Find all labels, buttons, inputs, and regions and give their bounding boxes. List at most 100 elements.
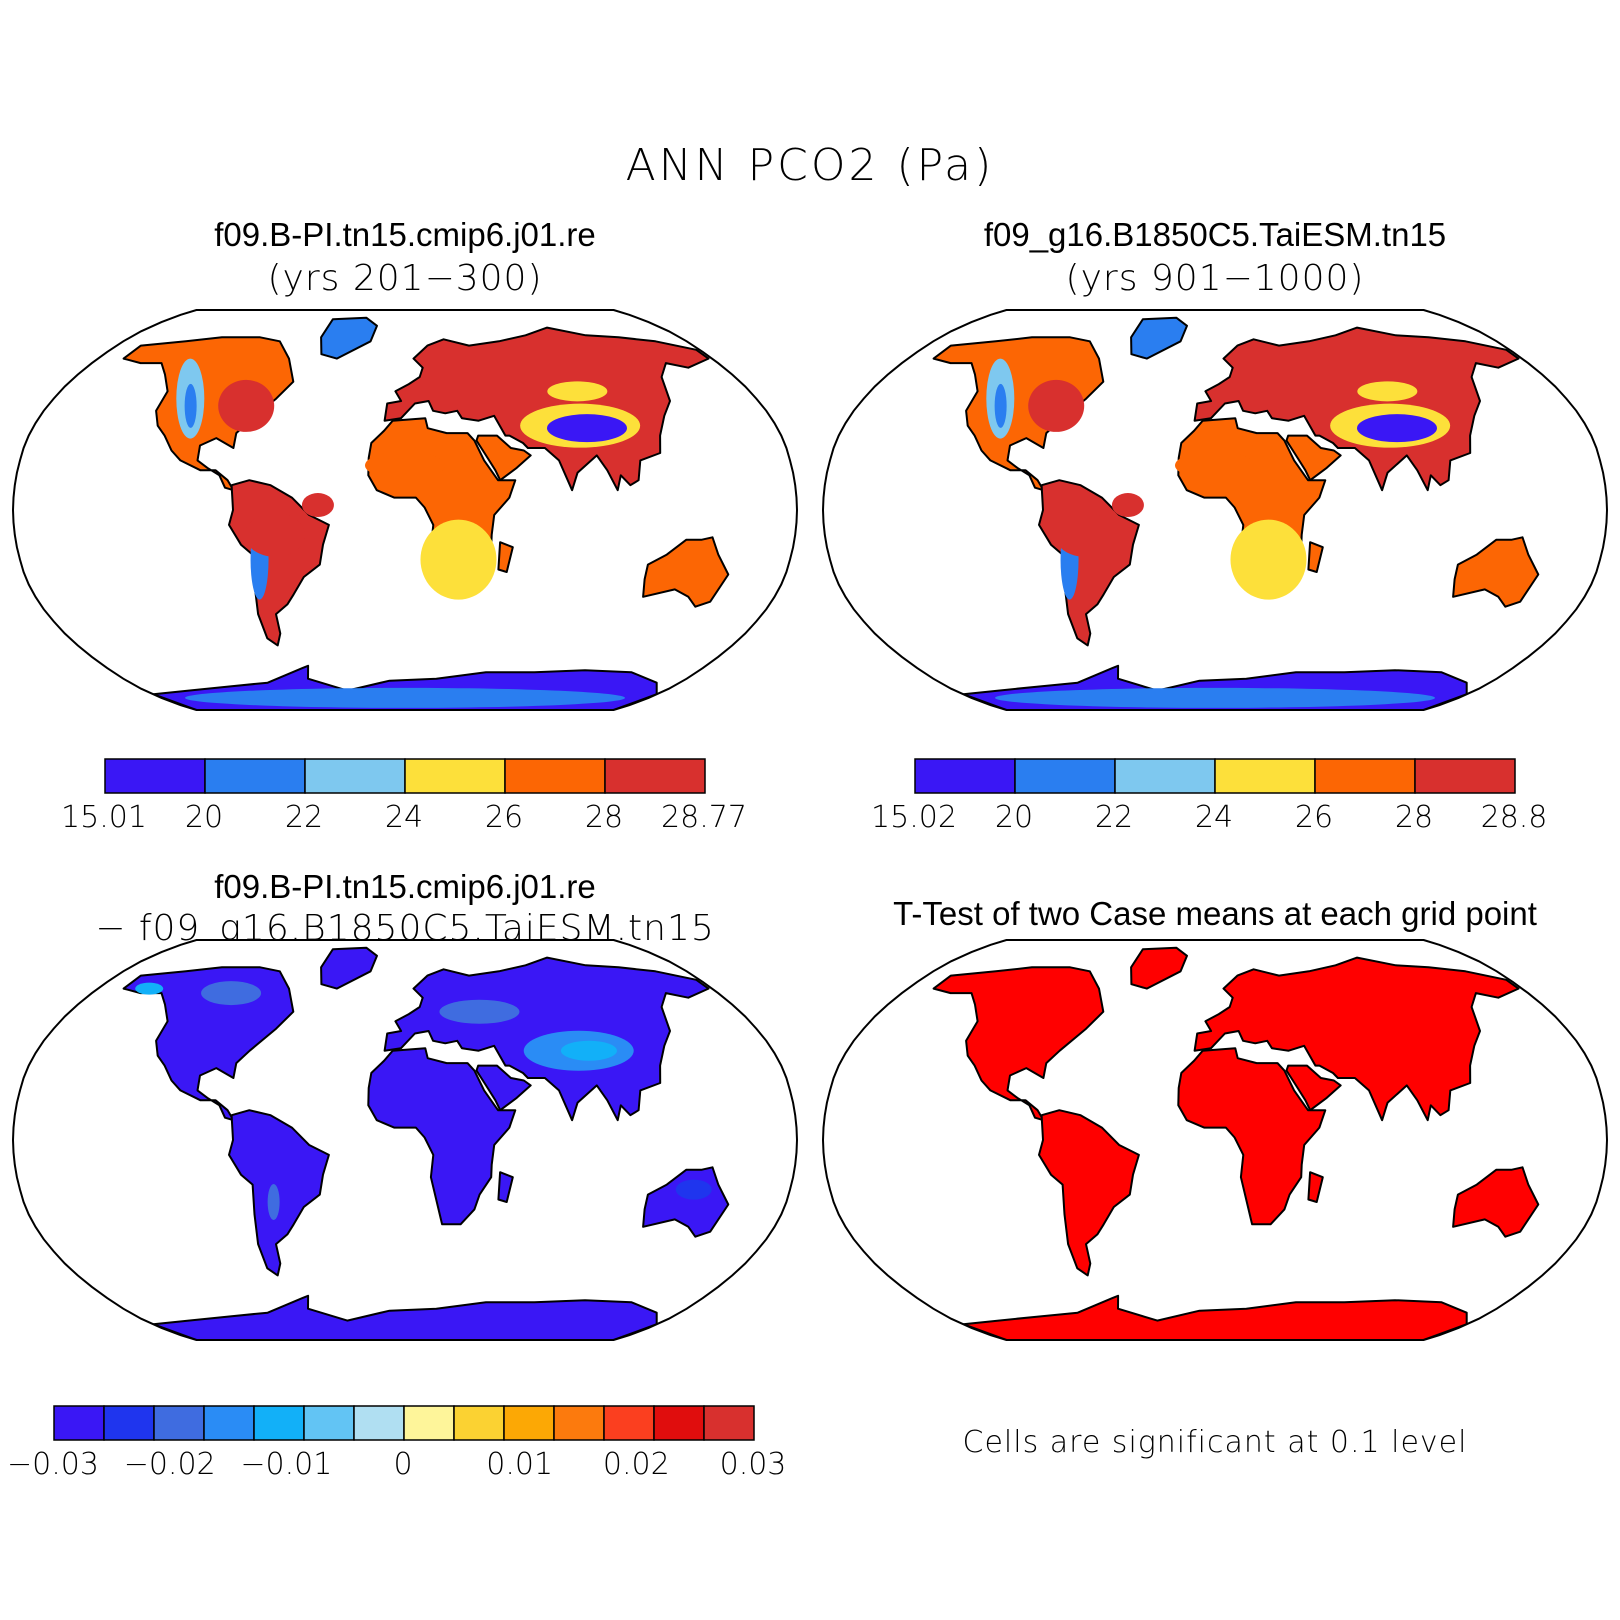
field-feature [994,383,1007,428]
field-feature [184,383,197,428]
field-feature [546,414,627,443]
panel2-title: f09_g16.B1850C5.TaiESM.tn15 [983,216,1447,253]
continent-madagascar [1307,541,1324,573]
main-title: ANN PCO2 (Pa) [625,140,995,191]
continent-northAmerica [122,966,295,1122]
colorbar-swatch [353,1405,405,1441]
colorbar-swatch [403,1405,455,1441]
colorbar-tick-label: 20 [994,800,1034,835]
colorbar-swatch [304,758,406,794]
field-feature [1357,381,1418,402]
field-feature [218,379,275,432]
continent-eurasia [1193,956,1520,1122]
colorbar-tick-label: 26 [484,800,524,835]
colorbar-swatch [103,1405,155,1441]
continent-africa [1177,1047,1327,1226]
colorbar-tick-label: −0.01 [240,1447,333,1482]
colorbar-swatch [604,758,706,794]
continent-southAmerica [228,1109,330,1277]
continent-arabia [1285,1064,1342,1112]
field-feature [244,512,305,557]
field-feature [439,999,520,1024]
significance-note: Cells are significant at 0.1 level [962,1425,1468,1460]
colorbar-swatch [703,1405,755,1441]
field-feature [1054,512,1115,557]
continent-southAmerica [1038,1109,1140,1277]
field-feature [1230,519,1307,600]
colorbar-tick-label: 0.03 [719,1447,787,1482]
colorbar-tick-label: 24 [1194,800,1234,835]
colorbar-tick-label: 26 [1294,800,1334,835]
colorbar-swatch [253,1405,305,1441]
map-outline [821,309,1609,711]
panel1-title: f09.B-PI.tn15.cmip6.j01.re [214,216,596,253]
colorbar-swatch [1214,758,1316,794]
field-feature [1111,493,1144,518]
continent-northAmerica [932,336,1105,492]
continent-greenland [1130,946,1188,990]
colorbar-tick-label: 24 [384,800,424,835]
field-feature [1028,379,1085,432]
colorbar-swatch [453,1405,505,1441]
colorbar-tick-label: 20 [184,800,224,835]
colorbar-tick-label: 28 [584,800,624,835]
colorbar-tick-label: 28 [1394,800,1434,835]
field-feature [135,982,164,995]
colorbar-swatch [204,758,306,794]
continent-greenland [1130,316,1188,360]
colorbar-swatch [153,1405,205,1441]
field-feature [301,493,334,518]
colorbar-tick-label: 22 [1094,800,1134,835]
field-feature [365,451,445,480]
colorbar-case1 [104,758,706,794]
colorbar-swatch [603,1405,655,1441]
colorbar-case2 [914,758,1516,794]
colorbar-tick-label: 22 [284,800,324,835]
continent-arabia [475,1064,532,1112]
continent-northAmerica [932,966,1105,1122]
colorbar-swatch [914,758,1016,794]
colorbar-swatch [504,758,606,794]
colorbar-tick-label: 28.8 [1480,800,1548,835]
colorbar-swatch [303,1405,355,1441]
field-feature [675,1179,712,1200]
colorbar-tick-label: 15.01 [61,800,147,835]
continent-arabia [1285,434,1342,482]
panel3-title: f09.B-PI.tn15.cmip6.j01.re [214,868,596,905]
continent-greenland [320,316,378,360]
colorbar-diff [53,1405,755,1441]
map-panel-case1 [11,309,799,711]
map-outline [821,939,1609,1341]
field-feature [420,519,497,600]
colorbar-swatch [203,1405,255,1441]
map-panel-case2 [821,309,1609,711]
field-feature [1471,554,1532,590]
colorbar-swatch [1114,758,1216,794]
colorbar-swatch [53,1405,105,1441]
continent-madagascar [1307,1171,1324,1203]
field-feature [661,554,722,590]
map-outline [11,309,799,711]
colorbar-swatch [104,758,206,794]
colorbar-swatch [1314,758,1416,794]
colorbar-swatch [1414,758,1516,794]
colorbar-tick-label: 28.77 [661,800,747,835]
colorbar-tick-label: 0.01 [486,1447,554,1482]
colorbar-swatch [404,758,506,794]
continent-africa [367,1047,517,1226]
map-outline [11,939,799,1341]
colorbar-swatch [1014,758,1116,794]
colorbar-swatch [503,1405,555,1441]
panel4-title: T-Test of two Case means at each grid po… [893,895,1537,932]
panel1-subtitle: (yrs 201−300) [267,258,543,299]
field-feature [267,1184,280,1220]
field-feature [1356,414,1437,443]
continent-arabia [475,434,532,482]
field-feature [1175,451,1255,480]
colorbar-tick-label: 0 [393,1447,413,1482]
continent-madagascar [497,541,514,573]
colorbar-tick-label: −0.02 [123,1447,216,1482]
continent-northAmerica [122,336,295,492]
field-feature [547,381,608,402]
